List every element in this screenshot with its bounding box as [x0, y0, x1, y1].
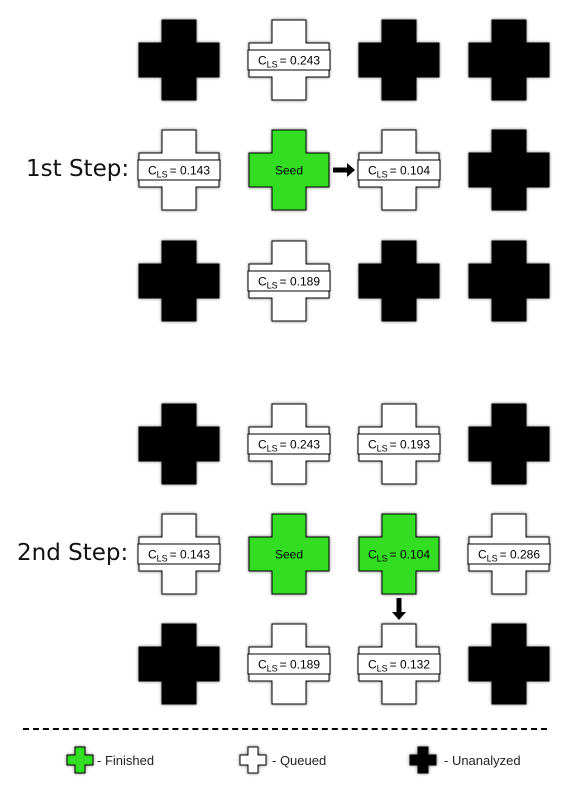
- clustering-value: = 0.193: [390, 438, 431, 452]
- clustering-subscript: LS: [267, 281, 278, 291]
- clustering-subscript: LS: [157, 170, 168, 180]
- step2-cell-r2-c1-label-box: [247, 653, 331, 675]
- legend-divider: [23, 728, 547, 730]
- step1-cell-r0-c1-label-text: CLS = 0.243: [258, 54, 320, 70]
- step1-cell-r0-c1-label: CLS = 0.243: [247, 49, 331, 71]
- step2-cell-r1-c3-label-box: [467, 543, 551, 565]
- clustering-symbol: C: [258, 54, 267, 68]
- legend-label-unanalyzed: - Unanalyzed: [444, 753, 521, 768]
- clustering-value: = 0.143: [170, 548, 211, 562]
- step1-cell-r1-c2-label-text: CLS = 0.104: [368, 164, 430, 180]
- clustering-symbol: C: [258, 275, 267, 289]
- step1-cell-r2-c0-unanalyzed-cross: [138, 240, 220, 322]
- step1-cell-r0-c0-unanalyzed-cross: [138, 19, 220, 101]
- step1-cell-r2-c1-label: CLS = 0.189: [247, 270, 331, 292]
- step2-cell-r0-c1-label-box: [247, 433, 331, 455]
- step1-cell-r0-c2-unanalyzed-cross: [358, 19, 440, 101]
- clustering-subscript: LS: [377, 444, 388, 454]
- step2-cell-r2-c0-unanalyzed-cross: [138, 623, 220, 705]
- clustering-subscript: LS: [377, 170, 388, 180]
- step2-cell-r1-c3-label-text: CLS = 0.286: [478, 548, 540, 564]
- clustering-symbol: C: [258, 438, 267, 452]
- step1-cell-r1-c3-unanalyzed-cross: [468, 129, 550, 211]
- step2-cell-r1-c3-label: CLS = 0.286: [467, 543, 551, 565]
- step1-cell-r2-c1-label-box: [247, 270, 331, 292]
- step2-cell-r1-c1-finished-cross: [248, 513, 330, 595]
- step1-cell-r0-c1-label-box: [247, 49, 331, 71]
- step1-cell-r1-c0-label-text: CLS = 0.143: [148, 164, 210, 180]
- clustering-subscript: LS: [157, 554, 168, 564]
- step1-cell-r2-c2-unanalyzed-cross: [358, 240, 440, 322]
- clustering-value: = 0.243: [280, 438, 321, 452]
- step2-cell-r0-c2-label-box: [357, 433, 441, 455]
- step2-cell-r0-c1-label: CLS = 0.243: [247, 433, 331, 455]
- step2-cell-r0-c2-label: CLS = 0.193: [357, 433, 441, 455]
- clustering-value: = 0.104: [390, 164, 431, 178]
- legend-queued-icon: [239, 746, 267, 774]
- step2-cell-r1-c1-label: Seed: [275, 548, 303, 562]
- step-1-label: 1st Step:: [26, 156, 130, 182]
- clustering-symbol: C: [368, 658, 377, 672]
- clustering-symbol: C: [148, 164, 157, 178]
- clustering-subscript: LS: [267, 60, 278, 70]
- step1-cell-r1-c1-label: Seed: [275, 164, 303, 178]
- clustering-value: = 0.132: [390, 658, 431, 672]
- clustering-symbol: C: [368, 164, 377, 178]
- step1-cell-r1-c2-label: CLS = 0.104: [357, 159, 441, 181]
- step2-cell-r1-c2-finished-cross: [358, 513, 440, 595]
- step-2-growth-arrow: [392, 598, 406, 620]
- step1-cell-r0-c3-unanalyzed-cross: [468, 19, 550, 101]
- step2-cell-r0-c3-unanalyzed-cross: [468, 403, 550, 485]
- step2-cell-r1-c0-label-box: [137, 543, 221, 565]
- step2-cell-r0-c0-unanalyzed-cross: [138, 403, 220, 485]
- step2-cell-r0-c1-label-text: CLS = 0.243: [258, 438, 320, 454]
- step2-cell-r2-c2-label-box: [357, 653, 441, 675]
- clustering-symbol: C: [258, 658, 267, 672]
- step-1-growth-arrow: [333, 163, 355, 177]
- clustering-value: = 0.143: [170, 164, 211, 178]
- step1-cell-r1-c1-finished-cross: [248, 129, 330, 211]
- clustering-subscript: LS: [267, 664, 278, 674]
- legend-finished-icon: [66, 746, 94, 774]
- legend: [66, 746, 437, 774]
- clustering-symbol: C: [148, 548, 157, 562]
- step2-cell-r1-c0-label: CLS = 0.143: [137, 543, 221, 565]
- clustering-value: = 0.104: [390, 548, 431, 562]
- clustering-symbol: C: [478, 548, 487, 562]
- clustering-subscript: LS: [487, 554, 498, 564]
- step1-cell-r1-c0-label: CLS = 0.143: [137, 159, 221, 181]
- step2-cell-r1-c2-label-text: CLS = 0.104: [368, 548, 430, 564]
- clustering-symbol: C: [368, 548, 377, 562]
- step2-cell-r2-c2-label: CLS = 0.132: [357, 653, 441, 675]
- clustering-subscript: LS: [267, 444, 278, 454]
- step1-cell-r2-c3-unanalyzed-cross: [468, 240, 550, 322]
- step2-cell-r1-c0-label-text: CLS = 0.143: [148, 548, 210, 564]
- step1-cell-r1-c0-label-box: [137, 159, 221, 181]
- clustering-subscript: LS: [377, 664, 388, 674]
- clustering-subscript: LS: [377, 554, 388, 564]
- legend-label-finished: - Finished: [97, 753, 155, 768]
- step1-cell-r1-c1-label-text: Seed: [275, 164, 303, 178]
- step2-cell-r2-c1-label: CLS = 0.189: [247, 653, 331, 675]
- step1-cell-r2-c1-label-text: CLS = 0.189: [258, 275, 320, 291]
- step2-cell-r1-c2-label: CLS = 0.104: [368, 548, 430, 564]
- clustering-value: = 0.243: [280, 54, 321, 68]
- step2-cell-r2-c2-label-text: CLS = 0.132: [368, 658, 430, 674]
- step2-cell-r0-c2-label-text: CLS = 0.193: [368, 438, 430, 454]
- clustering-value: = 0.286: [500, 548, 541, 562]
- clustering-symbol: C: [368, 438, 377, 452]
- step2-cell-r2-c3-unanalyzed-cross: [468, 623, 550, 705]
- legend-unanalyzed-icon: [409, 746, 437, 774]
- legend-label-queued: - Queued: [272, 753, 327, 768]
- step-2-label: 2nd Step:: [17, 540, 129, 566]
- step2-cell-r2-c1-label-text: CLS = 0.189: [258, 658, 320, 674]
- clustering-value: = 0.189: [280, 275, 321, 289]
- step1-cell-r1-c2-label-box: [357, 159, 441, 181]
- clustering-value: = 0.189: [280, 658, 321, 672]
- step2-cell-r1-c1-label-text: Seed: [275, 548, 303, 562]
